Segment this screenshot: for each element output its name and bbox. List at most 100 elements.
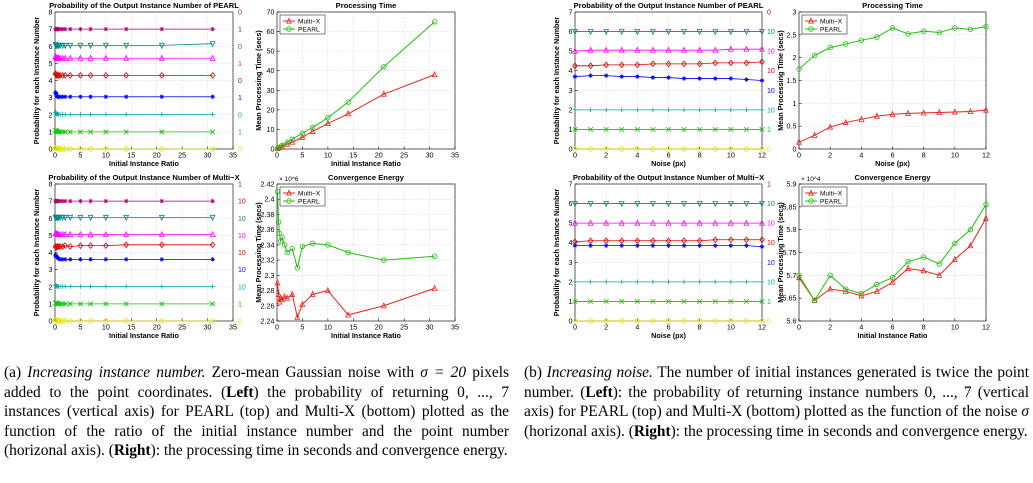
- series-multix-point: [309, 290, 316, 297]
- level-2-point: [88, 284, 93, 289]
- right-label: 10: [767, 88, 775, 95]
- level-0-point: [59, 318, 66, 324]
- y-tick-label: 2.4: [265, 195, 275, 204]
- level-6-point: [665, 201, 672, 208]
- series-pearl-point: [345, 249, 351, 256]
- series-pearl-point: [284, 139, 290, 145]
- y-tick-label: 60: [267, 27, 275, 36]
- caption-b-right: Right: [633, 422, 671, 440]
- series-pearl-point: [858, 290, 865, 297]
- level-2-point: [650, 107, 656, 113]
- level-2-point: [123, 112, 129, 117]
- level-5-point: [712, 219, 719, 226]
- series-multix-point: [294, 313, 301, 320]
- chart-title: Convergence Energy: [855, 173, 932, 182]
- level-1-point: [681, 126, 687, 133]
- level-4-point: [158, 71, 165, 79]
- level-4-point: [634, 61, 641, 69]
- series-pearl-point: [889, 274, 896, 281]
- caption-b: (b) Increasing noise. The number of init…: [524, 363, 1029, 441]
- right-label: 1: [238, 301, 242, 308]
- level-1-point: [665, 126, 672, 133]
- level-4-point: [57, 71, 63, 79]
- y-tick-label: 6: [49, 214, 53, 223]
- level-3-point: [697, 76, 702, 81]
- y-tick-label: 5.7: [787, 271, 797, 280]
- level-1-point: [588, 126, 594, 133]
- level-4-point: [67, 243, 74, 250]
- x-tick-label: 8: [698, 151, 702, 160]
- level-0-point: [572, 318, 578, 324]
- x-tick-label: 4: [635, 151, 639, 160]
- right-label: 10: [767, 29, 775, 36]
- level-2-point: [681, 107, 687, 113]
- x-tick-label: 25: [178, 151, 186, 160]
- series-multix-point: [920, 109, 927, 116]
- level-5-point: [681, 219, 688, 226]
- level-4-point: [650, 60, 656, 68]
- level-1-point: [572, 298, 578, 305]
- y-tick-label: 10: [267, 125, 275, 134]
- level-5-point: [665, 46, 672, 53]
- level-3-point: [103, 257, 109, 262]
- level-0-point: [650, 146, 656, 152]
- chart-title: Probability of the Output Instance Numbe…: [573, 173, 764, 182]
- level-0-point: [67, 146, 73, 152]
- y-tick-label: 4: [569, 66, 573, 75]
- series-multix-point: [889, 278, 896, 285]
- series-pearl-point: [299, 243, 306, 250]
- level-1-point: [55, 301, 62, 307]
- level-5-point: [87, 230, 94, 237]
- series-multix-point: [905, 264, 912, 271]
- level-6-point: [712, 201, 719, 208]
- level-5-point: [727, 45, 734, 52]
- level-0-point: [87, 146, 94, 152]
- series-multix-point: [309, 127, 316, 134]
- right-label: 10: [767, 240, 775, 247]
- level-3-point: [588, 243, 593, 248]
- chart-title: Probability of the Output Instance Numbe…: [48, 173, 239, 182]
- level-3-point: [123, 257, 129, 262]
- caption-b-left: Left: [585, 383, 613, 401]
- level-3-point: [210, 257, 215, 262]
- level-3-point: [666, 75, 671, 80]
- right-label: 10: [238, 284, 246, 291]
- x-tick-label: 10: [727, 323, 735, 332]
- right-label: 0: [238, 44, 242, 51]
- series-multix-point: [983, 214, 989, 221]
- level-4-point: [103, 242, 109, 250]
- x-tick-label: 35: [229, 323, 237, 332]
- level-5-line: [574, 48, 762, 52]
- y-tick-label: 2.28: [261, 286, 275, 295]
- level-3-point: [159, 257, 165, 262]
- y-tick-label: 0.5: [787, 122, 797, 131]
- level-2-point: [619, 107, 625, 113]
- level-0-point: [634, 318, 641, 324]
- level-3-point: [650, 75, 656, 80]
- level-4-point: [209, 71, 216, 79]
- level-4-point: [67, 71, 74, 79]
- level-5-point: [665, 219, 672, 226]
- level-6-point: [77, 42, 84, 50]
- y-tick-label: 5.85: [783, 202, 797, 211]
- y-tick-label: 4: [49, 248, 53, 257]
- level-2-point: [210, 284, 215, 289]
- level-4-point: [712, 236, 719, 244]
- level-2-point: [67, 112, 73, 117]
- caption-a-lead: Increasing instance number.: [27, 364, 206, 381]
- level-0-point: [87, 318, 94, 324]
- level-0-point: [696, 318, 703, 324]
- level-5-point: [727, 219, 734, 226]
- level-2-point: [159, 284, 165, 289]
- right-label: 10: [767, 68, 775, 75]
- level-2-point: [697, 279, 702, 285]
- level-5-point: [62, 54, 69, 61]
- level-7-point: [57, 198, 63, 204]
- x-tick-label: 6: [891, 151, 895, 160]
- y-tick-label: 40: [267, 66, 275, 75]
- x-tick-label: 15: [127, 323, 135, 332]
- level-1-point: [159, 301, 165, 307]
- level-5-point: [603, 219, 610, 226]
- x-tick-label: 35: [229, 151, 237, 160]
